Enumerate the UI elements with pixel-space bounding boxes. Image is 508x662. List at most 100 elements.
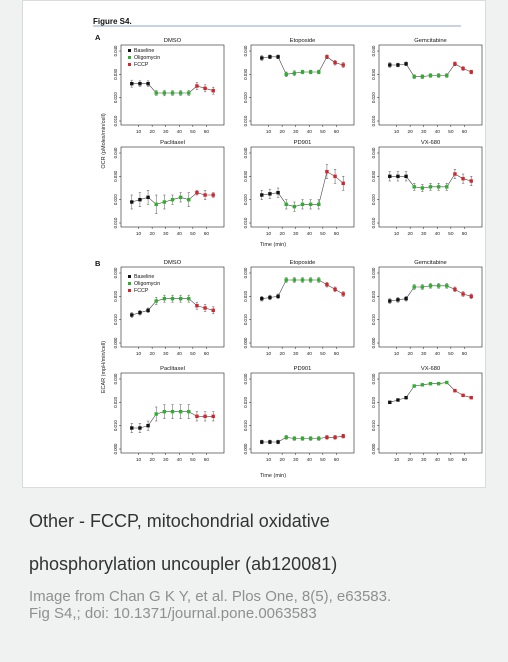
x-tick-label: 30 [163,231,169,237]
credit-line-1: Image from Chan G K Y, et al. Plos One, … [29,588,392,605]
x-tick-label: 50 [448,231,454,237]
figure-s4-chart: Figure S4. A B OCR (pMoles/min/cell) ECAR (m… [93,17,483,479]
x-tick-label: 60 [204,129,210,135]
data-point-oligomycin [412,185,416,189]
series-line [389,382,472,403]
x-tick-label: 40 [177,351,183,357]
subplot-title: DMSO [164,38,182,44]
x-tick-label: 40 [307,129,313,135]
data-point-baseline [146,81,150,86]
legend-label-fccp: FCCP [134,288,149,294]
data-point-oligomycin [292,204,297,209]
x-tick-label: 10 [266,457,272,463]
y-tick-label: 0.020 [371,290,376,301]
x-tick-label: 40 [435,129,441,135]
data-point-fccp [203,414,207,419]
x-tick-label: 30 [163,129,169,135]
y-tick-label: 0.020 [243,290,248,301]
subplot-title: Paclitaxel [160,366,185,372]
subplot-title: Etoposide [290,38,316,44]
data-point-fccp [461,292,465,296]
x-tick-label: 20 [279,457,285,463]
x-tick-label: 30 [293,231,299,237]
data-point-fccp [203,306,207,310]
data-point-oligomycin [420,383,425,387]
panel-a-ylabel: OCR (pMoles/min/cell) [101,113,107,168]
x-tick-label: 30 [293,457,299,463]
x-tick-label: 20 [149,231,155,237]
legend-swatch-oligomycin [128,282,131,285]
data-point-oligomycin [317,278,321,282]
data-point-oligomycin [178,409,183,414]
data-point-baseline [388,400,392,405]
x-tick-label: 10 [266,129,272,135]
data-point-baseline [260,440,264,444]
x-tick-label: 50 [448,129,454,135]
data-point-baseline [404,174,408,179]
data-point-baseline [130,200,134,204]
data-point-oligomycin [187,91,191,95]
y-tick-label: 0.010 [243,420,248,431]
data-point-fccp [195,303,199,308]
y-tick-label: 0.000 [243,443,248,454]
data-point-baseline [396,298,400,302]
panel-a-label: A [95,33,101,42]
data-point-oligomycin [445,185,449,189]
data-point-oligomycin [178,195,183,200]
y-tick-label: 0.010 [371,115,376,126]
subplot-title: PD901 [294,366,312,372]
data-point-oligomycin [170,409,175,414]
x-tick-label: 60 [204,231,210,237]
subplot-title: PD901 [294,140,312,146]
data-point-fccp [211,414,215,419]
subplot-title: VX-680 [421,366,440,372]
x-tick-label: 40 [177,457,183,463]
subplot-frame [250,372,355,454]
y-tick-label: 0.030 [113,170,118,181]
legend-swatch-fccp [128,63,131,66]
x-tick-label: 10 [136,457,142,463]
x-tick-label: 60 [334,351,340,357]
data-point-oligomycin [420,186,425,190]
y-tick-label: 0.020 [371,396,376,407]
data-point-fccp [341,63,345,67]
data-point-oligomycin [162,91,167,95]
data-point-fccp [325,55,329,59]
data-point-oligomycin [187,197,191,202]
x-tick-label: 60 [334,129,340,135]
subplot-a-etoposide: Etoposide 0.010 0.020 0.030 0.040 10 20 30 40 50 6… [243,38,355,135]
x-tick-label: 10 [394,231,400,237]
x-tick-label: 20 [407,231,413,237]
data-point-oligomycin [170,296,175,301]
x-tick-label: 40 [435,231,441,237]
data-point-oligomycin [284,278,288,282]
subplot-frame [120,372,225,454]
x-tick-label: 50 [320,351,326,357]
x-tick-label: 50 [190,129,196,135]
legend-label-oligomycin: Oligomycin [134,281,160,287]
y-tick-label: 0.010 [243,314,248,325]
y-tick-label: 0.000 [371,337,376,348]
data-point-fccp [195,84,199,88]
data-point-oligomycin [436,185,441,189]
y-tick-label: 0.010 [113,420,118,431]
series-line [261,279,344,299]
y-tick-label: 0.040 [243,147,248,158]
x-tick-label: 50 [190,457,196,463]
data-point-oligomycin [436,381,441,386]
data-point-baseline [404,296,408,301]
data-point-fccp [453,388,457,393]
data-point-oligomycin [308,436,313,441]
y-tick-label: 0.000 [243,337,248,348]
data-point-baseline [268,55,272,59]
x-tick-label: 50 [320,231,326,237]
data-point-baseline [138,310,142,315]
y-tick-label: 0.030 [113,373,118,384]
x-tick-label: 60 [334,231,340,237]
data-point-oligomycin [428,381,433,386]
panel-a-xlabel: Time (min) [260,242,286,248]
y-tick-label: 0.030 [113,267,118,278]
data-point-oligomycin [292,278,297,282]
subplot-title: DMSO [164,260,182,266]
subplot-frame [250,146,355,228]
